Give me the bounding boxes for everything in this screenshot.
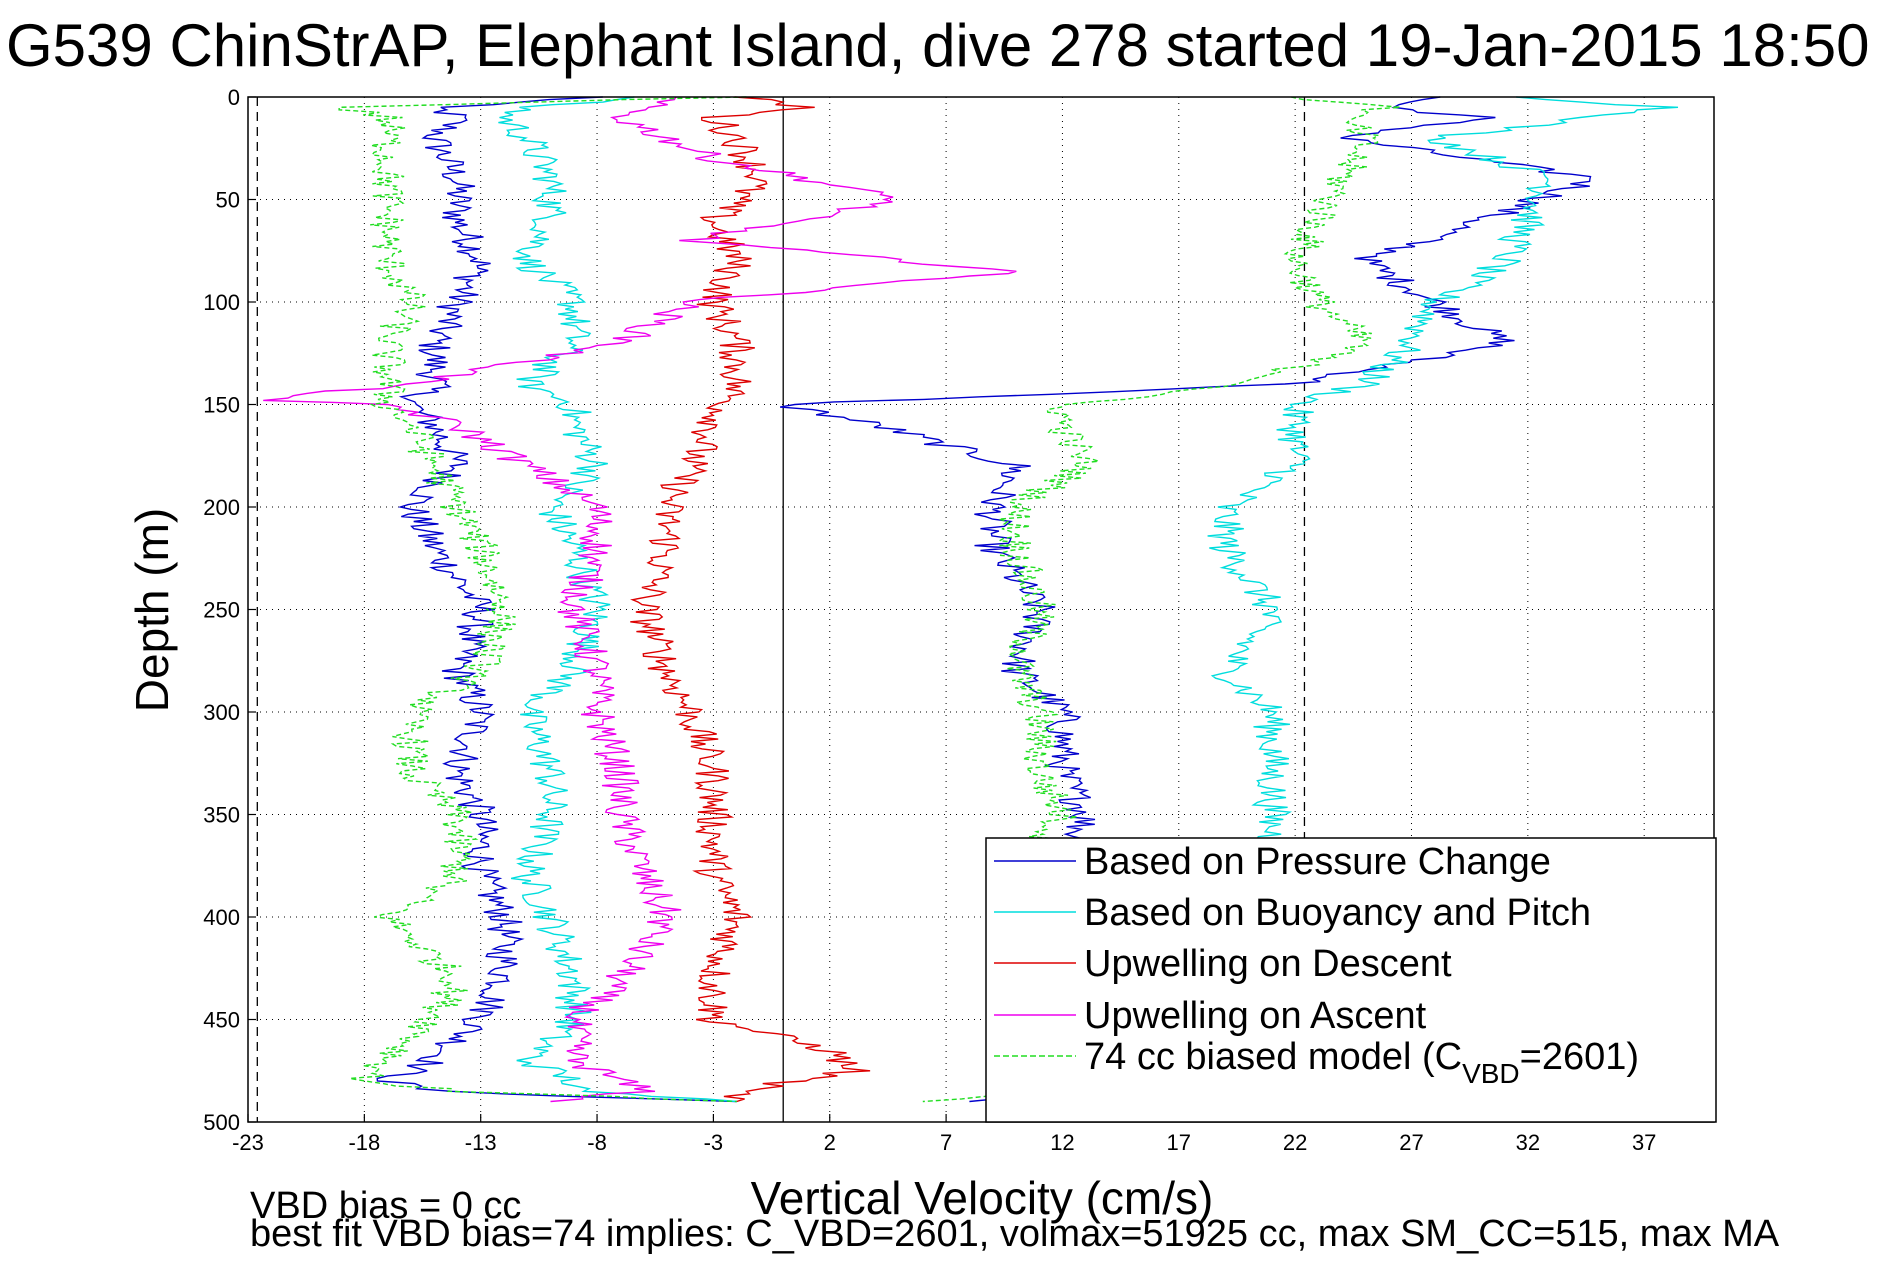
y-tick-label-1: 50 bbox=[216, 188, 240, 213]
x-tick-label-7: 12 bbox=[1050, 1130, 1074, 1155]
x-tick-label-5: 2 bbox=[824, 1130, 836, 1155]
series-1-descent bbox=[498, 96, 737, 1103]
reference-lines bbox=[256, 97, 1306, 1122]
legend-label-0: Based on Pressure Change bbox=[1084, 841, 1551, 883]
series-3-line bbox=[263, 96, 1017, 1103]
legend-label-2: Upwelling on Descent bbox=[1084, 943, 1452, 985]
y-tick-label-8: 400 bbox=[203, 905, 240, 930]
series-4-descent bbox=[338, 96, 747, 1103]
note-vbd-bias: VBD bias = 0 cc bbox=[250, 1185, 521, 1227]
legend-label-3: Upwelling on Ascent bbox=[1084, 995, 1427, 1037]
x-tick-labels: -23 -18 -13 -8 -3 2 7 12 17 22 27 32 37 bbox=[232, 1114, 1656, 1155]
y-tick-label-9: 450 bbox=[203, 1008, 240, 1033]
x-tick-label-0: -23 bbox=[232, 1130, 264, 1155]
x-tick-label-10: 27 bbox=[1399, 1130, 1423, 1155]
y-tick-label-5: 250 bbox=[203, 598, 240, 623]
note-best-fit: best fit VBD bias=74 implies: C_VBD=2601… bbox=[250, 1213, 1780, 1255]
x-tick-label-12: 37 bbox=[1632, 1130, 1656, 1155]
series-2-line bbox=[630, 96, 871, 1103]
y-tick-label-4: 200 bbox=[203, 495, 240, 520]
y-tick-label-7: 350 bbox=[203, 803, 240, 828]
x-axis-label: Vertical Velocity (cm/s) bbox=[751, 1172, 1214, 1224]
chart-title: G539 ChinStrAP, Elephant Island, dive 27… bbox=[6, 12, 1870, 79]
y-tick-label-2: 100 bbox=[203, 290, 240, 315]
y-tick-label-3: 150 bbox=[203, 393, 240, 418]
legend-box bbox=[985, 837, 1717, 1123]
x-tick-label-1: -18 bbox=[348, 1130, 380, 1155]
legend-label-1: Based on Buoyancy and Pitch bbox=[1084, 892, 1591, 934]
y-tick-label-10: 500 bbox=[203, 1110, 240, 1135]
x-tick-label-6: 7 bbox=[940, 1130, 952, 1155]
x-tick-label-9: 22 bbox=[1283, 1130, 1307, 1155]
x-tick-label-8: 17 bbox=[1167, 1130, 1191, 1155]
x-tick-label-4: -3 bbox=[704, 1130, 724, 1155]
y-axis-label: Depth (m) bbox=[126, 508, 178, 712]
series-0-descent bbox=[376, 96, 737, 1103]
legend: Based on Pressure Change Based on Buoyanc… bbox=[985, 837, 1717, 1123]
y-tick-label-6: 300 bbox=[203, 700, 240, 725]
x-tick-label-11: 32 bbox=[1516, 1130, 1540, 1155]
x-tick-label-3: -8 bbox=[587, 1130, 607, 1155]
y-tick-labels: 0 50 100 150 200 250 300 350 400 450 500 bbox=[203, 85, 256, 1135]
x-tick-label-2: -13 bbox=[465, 1130, 497, 1155]
y-tick-label-0: 0 bbox=[228, 85, 240, 110]
